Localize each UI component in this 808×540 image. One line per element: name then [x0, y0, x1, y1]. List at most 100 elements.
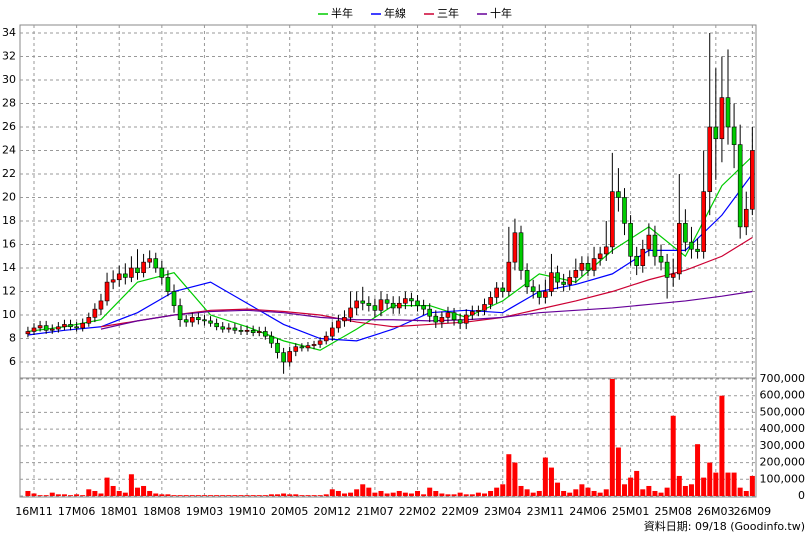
volume-bar [512, 462, 518, 496]
candle-body [713, 126, 719, 140]
x-tick-label: 25M01 [612, 505, 650, 518]
volume-bar [329, 489, 335, 496]
volume-bar [439, 493, 445, 496]
volume-bar [536, 490, 542, 496]
volume-bar [116, 490, 122, 496]
candle-body [366, 302, 372, 306]
x-tick-label: 16M11 [15, 505, 53, 518]
candle-body [196, 317, 201, 321]
volume-bar [628, 477, 634, 496]
candle-body [640, 248, 646, 266]
volume-bar [238, 495, 244, 496]
volume-bar [591, 490, 597, 496]
volume-bar [597, 492, 603, 496]
candle-body [664, 261, 670, 278]
y-tick-label: 24 [2, 144, 16, 157]
volume-bar [390, 492, 396, 496]
volume-bar [475, 492, 481, 496]
volume-bar [713, 472, 719, 496]
candle-body [646, 234, 652, 250]
volume-bar [585, 487, 591, 496]
volume-bar [445, 494, 451, 496]
y2-tick-label: 400,000 [760, 422, 806, 435]
volume-bar [244, 495, 250, 496]
volume-bar [567, 492, 573, 496]
candle-body [573, 270, 579, 278]
volume-bar [147, 490, 153, 496]
volume-bar [378, 490, 384, 496]
x-tick-label: 19M03 [186, 505, 224, 518]
volume-bar [494, 487, 500, 496]
candle-body [159, 267, 165, 278]
volume-bar [749, 475, 755, 496]
candle-body [171, 291, 177, 306]
candle-body [390, 302, 396, 309]
candle-body [238, 329, 244, 332]
candle-body [488, 297, 493, 305]
volume-bar [61, 494, 67, 496]
volume-bar [92, 490, 98, 496]
candle-body [165, 277, 171, 292]
y-tick-label: 6 [9, 355, 16, 368]
y2-tick-label: 0 [798, 489, 805, 502]
candle-body [403, 298, 408, 304]
candle-body [561, 281, 566, 285]
candle-body [725, 97, 731, 128]
volume-bar [177, 495, 183, 496]
candle-body [372, 305, 378, 311]
y-tick-label: 12 [2, 285, 16, 298]
volume-bar [664, 487, 670, 496]
candle-body [470, 311, 475, 316]
candle-body [299, 346, 305, 349]
ma-line [100, 236, 753, 328]
candle-body [208, 320, 213, 324]
candle-body [56, 326, 61, 330]
candle-body [689, 241, 694, 250]
legend-label: 三年 [437, 6, 459, 20]
volume-bar [622, 484, 628, 496]
volume-bar [640, 489, 646, 496]
candle-body [482, 304, 487, 311]
volume-bar [603, 489, 609, 496]
x-tick-label: 26M09 [734, 505, 772, 518]
candle-body [189, 317, 195, 323]
candle-body [518, 232, 524, 271]
volume-bar [530, 492, 536, 496]
candle-body [275, 342, 280, 353]
volume-bar [609, 379, 615, 496]
y-tick-label: 20 [2, 191, 16, 204]
candle-body [49, 328, 55, 331]
y-tick-label: 26 [2, 120, 16, 133]
volume-bar [323, 494, 329, 496]
volume-bar [688, 484, 694, 496]
volume-bar [287, 494, 293, 496]
x-tick-label: 17M06 [58, 505, 96, 518]
candle-body [244, 329, 250, 332]
volume-bar [226, 495, 232, 496]
candle-body [329, 327, 335, 337]
y-tick-label: 28 [2, 96, 16, 109]
x-tick-label: 26M03 [697, 505, 735, 518]
volume-bar [548, 467, 554, 496]
volume-bar [561, 490, 567, 496]
volume-bar [341, 493, 347, 496]
x-tick-label: 25M08 [654, 505, 692, 518]
candle-body [202, 319, 207, 322]
volume-bar [396, 490, 402, 496]
candle-body [141, 261, 146, 274]
candle-body [214, 322, 219, 328]
volume-bar [719, 395, 725, 496]
y-tick-label: 8 [9, 332, 16, 345]
volume-bar [634, 470, 640, 496]
candle-body [80, 322, 86, 329]
candle-body [743, 208, 749, 228]
plot-frame [19, 24, 757, 498]
volume-bar [372, 492, 378, 496]
candle-body [670, 273, 676, 278]
volume-bar [25, 490, 31, 496]
volume-bar [68, 495, 74, 496]
volume-bar [250, 495, 256, 496]
volume-bar [725, 472, 731, 496]
volume-bar [49, 492, 55, 496]
